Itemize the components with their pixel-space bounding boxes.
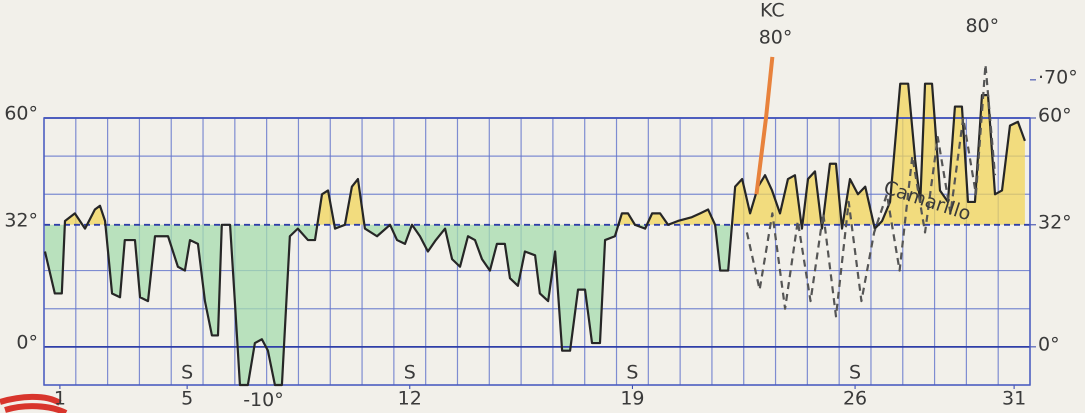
x-tick-label: 5 xyxy=(181,388,193,410)
y2-tick-label: 32° xyxy=(1038,211,1072,233)
x-tick-label: 1 xyxy=(54,388,66,410)
y-tick-label: 60° xyxy=(4,103,38,125)
annotation: 80° xyxy=(759,26,793,48)
annotation: -10° xyxy=(243,389,284,411)
highlight-below xyxy=(44,224,879,385)
y2-tick-label: 0° xyxy=(1038,333,1060,355)
highlight-above xyxy=(44,83,1025,225)
sunday-mark: S xyxy=(181,362,193,384)
y2-tick-label: ·70° xyxy=(1038,66,1078,88)
annotation: 80° xyxy=(965,15,999,37)
x-tick-label: 31 xyxy=(1002,388,1026,410)
sunday-mark: S xyxy=(626,362,638,384)
line-series xyxy=(745,63,997,318)
sunday-mark: S xyxy=(404,362,416,384)
y-tick-label: 0° xyxy=(16,331,38,353)
plot-frame xyxy=(43,117,1031,386)
red-scribble xyxy=(0,393,68,413)
line-series xyxy=(754,56,775,195)
x-tick-label: 26 xyxy=(843,388,867,410)
x-tick-label: 12 xyxy=(398,388,422,410)
sunday-mark: S xyxy=(849,362,861,384)
y-tick-label: 32° xyxy=(4,209,38,231)
line-series xyxy=(43,82,1026,387)
annotation: KC xyxy=(760,0,785,22)
y2-tick-label: 60° xyxy=(1038,105,1072,127)
x-tick-label: 19 xyxy=(620,388,644,410)
